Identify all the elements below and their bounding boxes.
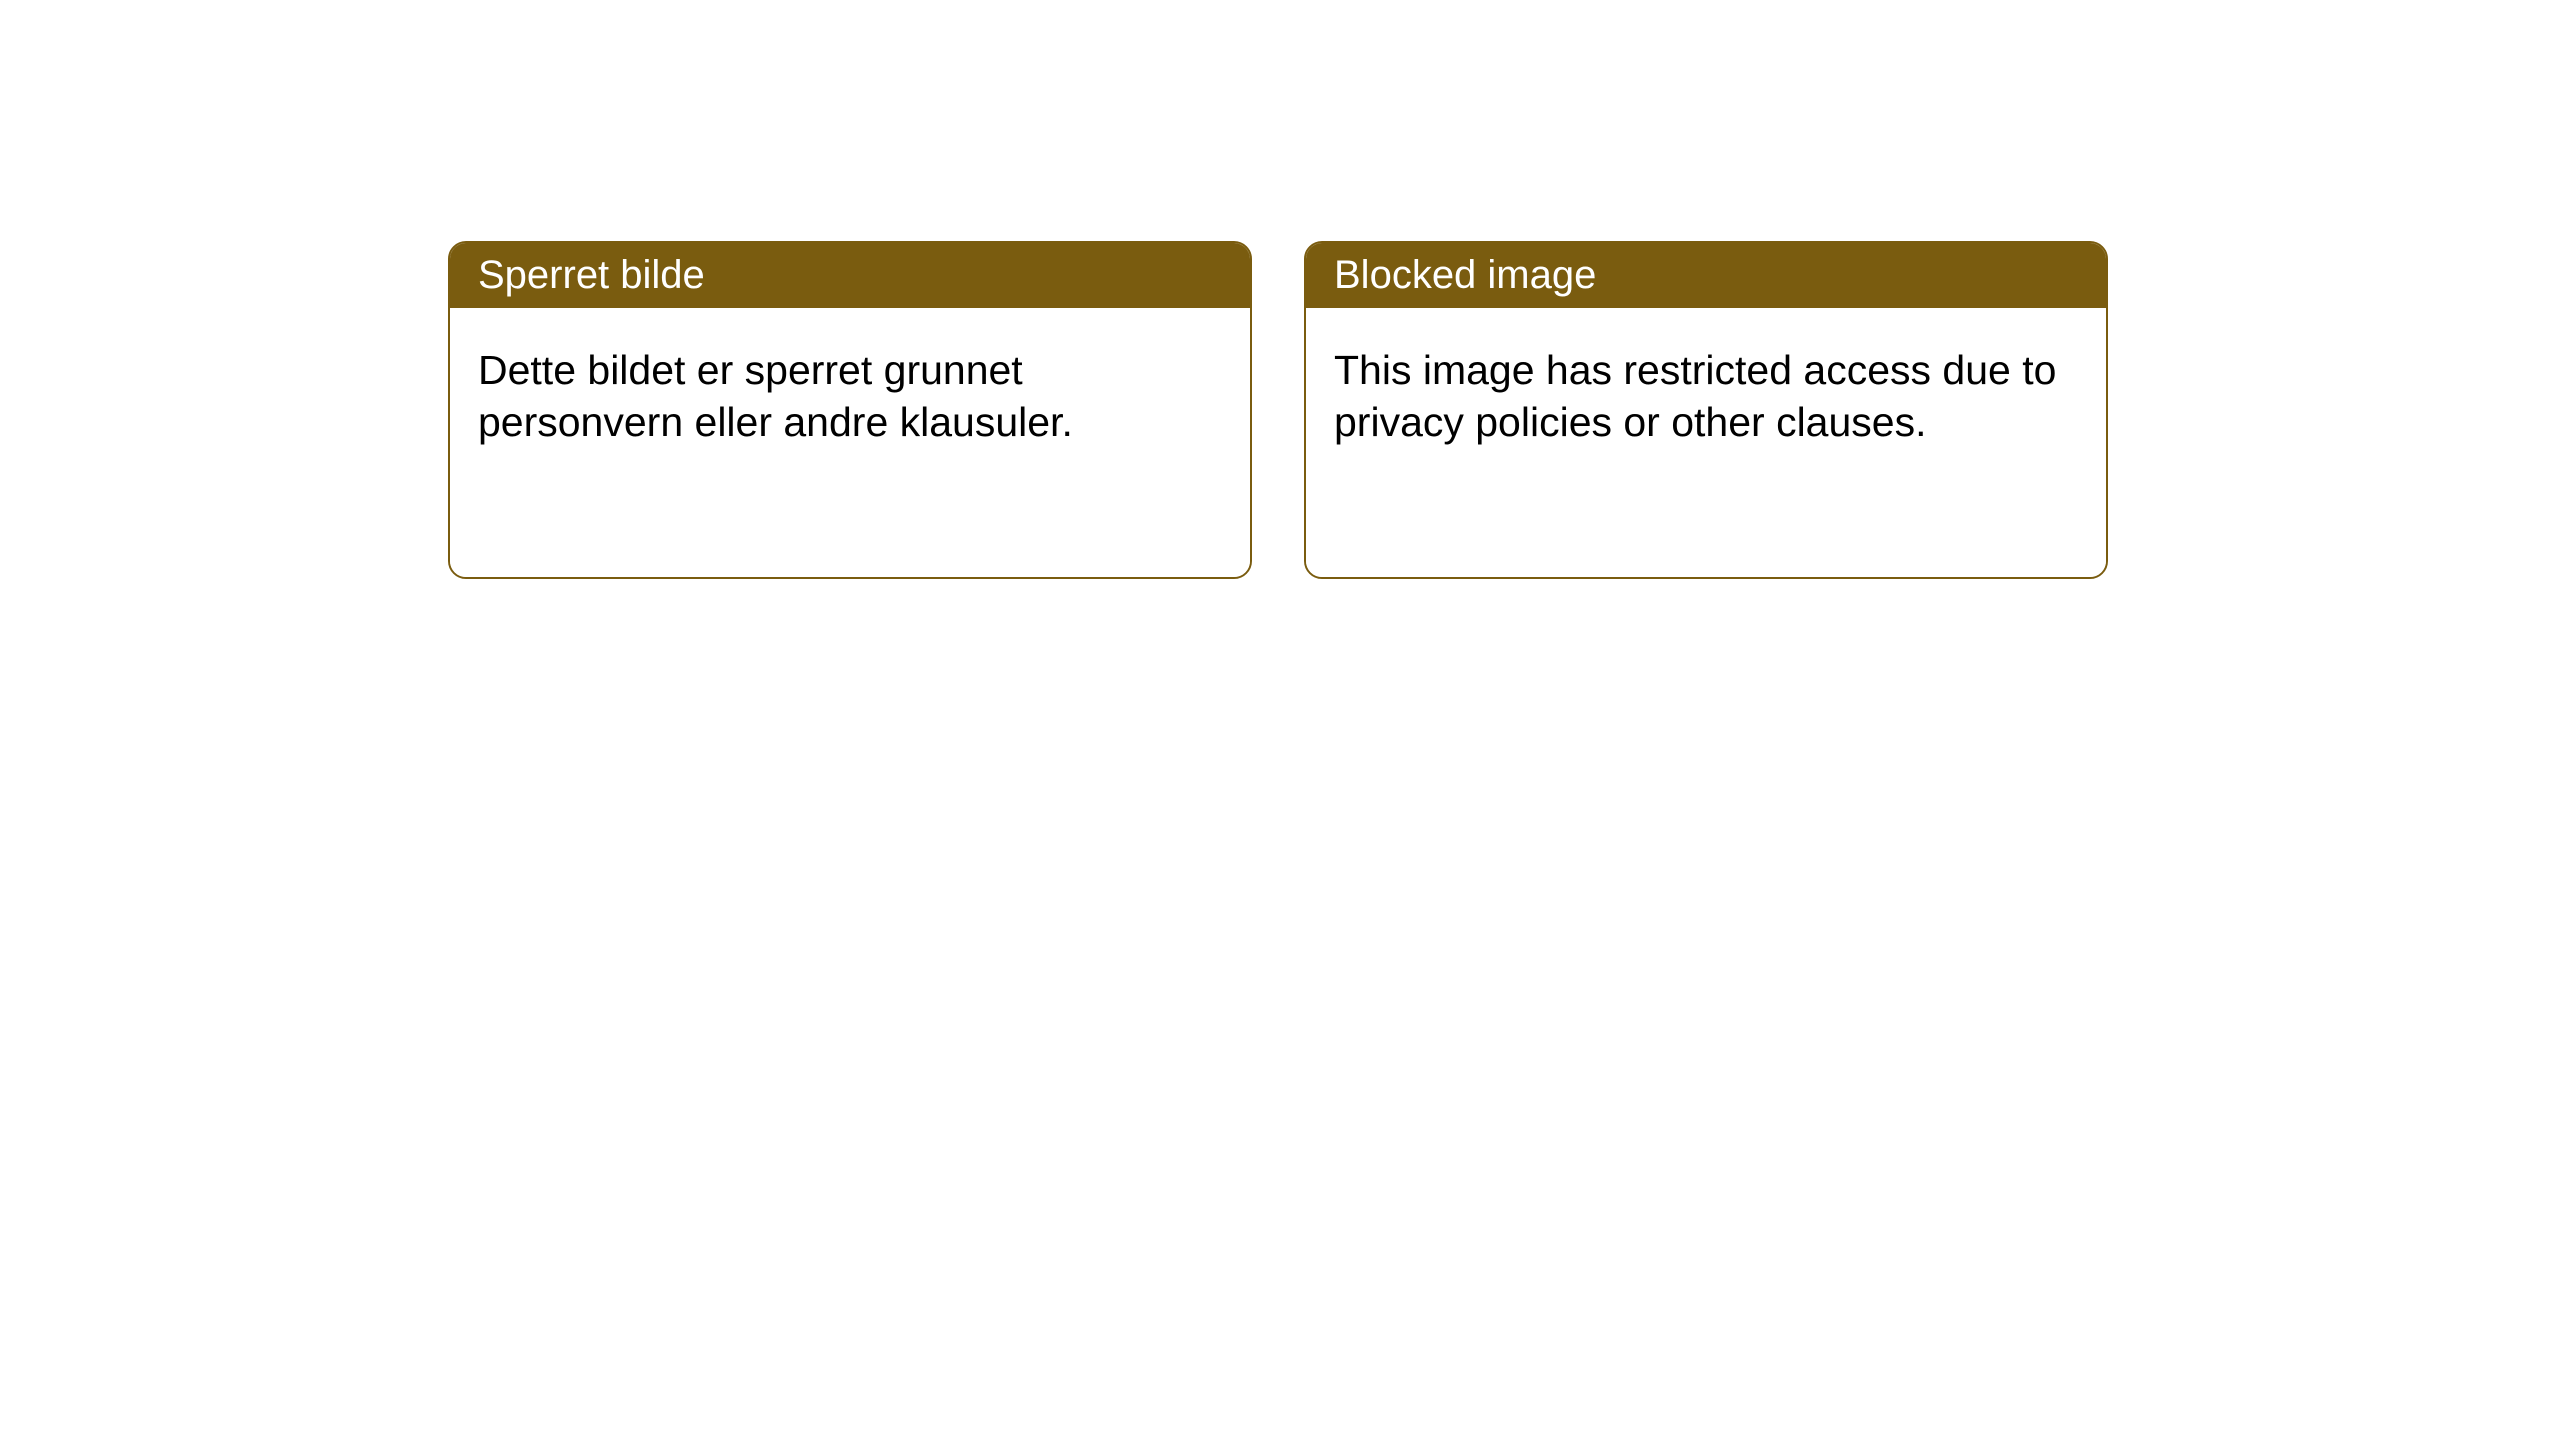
notice-card-norwegian: Sperret bilde Dette bildet er sperret gr… (448, 241, 1252, 579)
notice-body-text: Dette bildet er sperret grunnet personve… (478, 347, 1073, 445)
notice-body: Dette bildet er sperret grunnet personve… (450, 308, 1250, 577)
notice-title: Sperret bilde (478, 253, 705, 297)
notice-header: Sperret bilde (450, 243, 1250, 308)
notice-title: Blocked image (1334, 253, 1596, 297)
notice-card-english: Blocked image This image has restricted … (1304, 241, 2108, 579)
notice-body-text: This image has restricted access due to … (1334, 347, 2056, 445)
notice-body: This image has restricted access due to … (1306, 308, 2106, 577)
notice-container: Sperret bilde Dette bildet er sperret gr… (448, 241, 2108, 579)
notice-header: Blocked image (1306, 243, 2106, 308)
